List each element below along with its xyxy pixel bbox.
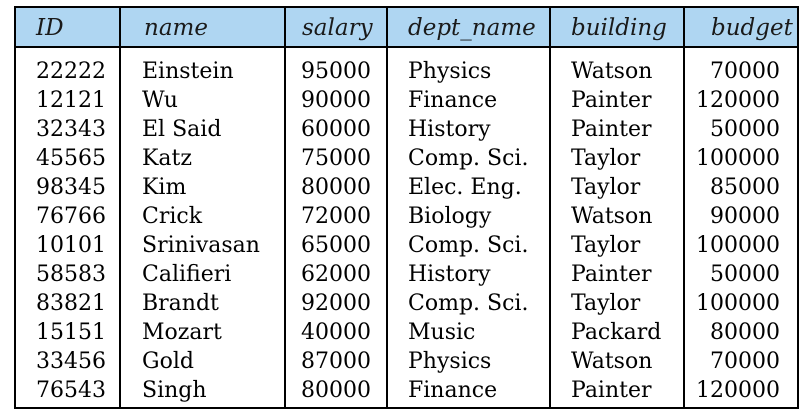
table-header: ID name salary dept_name building budget [16,8,797,48]
cell-dept-name: Comp. Sci. [408,233,529,258]
cell-budget: 70000 [710,59,780,84]
cell-salary: 87000 [301,349,371,374]
cell-id: 33456 [36,349,106,374]
column-divider [386,8,388,407]
cell-dept-name: History [408,262,491,287]
cell-salary: 80000 [301,378,371,403]
cell-building: Taylor [571,146,641,171]
column-divider [284,8,286,407]
column-divider [683,8,685,407]
cell-name: Singh [142,378,207,403]
cell-id: 12121 [36,88,106,113]
cell-salary: 90000 [301,88,371,113]
table-row: 15151 Mozart 40000 Music Packard 80000 [16,318,797,347]
cell-id: 76766 [36,204,106,229]
cell-id: 32343 [36,117,106,142]
cell-salary: 80000 [301,175,371,200]
cell-building: Painter [571,117,652,142]
cell-budget: 50000 [710,117,780,142]
table-row: 22222 Einstein 95000 Physics Watson 70000 [16,57,797,86]
cell-salary: 60000 [301,117,371,142]
table-row: 45565 Katz 75000 Comp. Sci. Taylor 100000 [16,144,797,173]
cell-salary: 62000 [301,262,371,287]
column-header-building: building [571,15,667,41]
cell-id: 98345 [36,175,106,200]
cell-budget: 90000 [710,204,780,229]
cell-id: 45565 [36,146,106,171]
cell-budget: 120000 [696,378,780,403]
cell-name: Katz [142,146,192,171]
table-row: 10101 Srinivasan 65000 Comp. Sci. Taylor 1000… [16,231,797,260]
cell-building: Taylor [571,233,641,258]
cell-building: Painter [571,88,652,113]
column-divider [119,8,121,407]
table-row: 58583 Califieri 62000 History Painter 50000 [16,260,797,289]
cell-building: Watson [571,349,653,374]
cell-building: Watson [571,204,653,229]
cell-name: El Said [142,117,222,142]
column-header-salary: salary [302,15,373,41]
column-header-id: ID [36,15,64,41]
cell-dept-name: Comp. Sci. [408,146,529,171]
column-header-budget: budget [711,15,793,41]
cell-building: Taylor [571,291,641,316]
cell-dept-name: Physics [408,349,492,374]
cell-dept-name: Finance [408,88,498,113]
cell-dept-name: Elec. Eng. [408,175,522,200]
cell-salary: 65000 [301,233,371,258]
cell-name: Kim [142,175,187,200]
cell-building: Taylor [571,175,641,200]
cell-dept-name: Music [408,320,476,345]
cell-dept-name: Comp. Sci. [408,291,529,316]
cell-dept-name: Finance [408,378,498,403]
cell-building: Painter [571,378,652,403]
table-row: 98345 Kim 80000 Elec. Eng. Taylor 85000 [16,173,797,202]
cell-salary: 92000 [301,291,371,316]
cell-name: Brandt [142,291,219,316]
cell-id: 58583 [36,262,106,287]
cell-budget: 70000 [710,349,780,374]
cell-id: 22222 [36,59,106,84]
cell-building: Packard [571,320,662,345]
cell-dept-name: Biology [408,204,492,229]
cell-budget: 120000 [696,88,780,113]
cell-budget: 85000 [710,175,780,200]
cell-id: 83821 [36,291,106,316]
cell-budget: 100000 [696,291,780,316]
column-header-dept-name: dept_name [408,15,536,41]
cell-id: 76543 [36,378,106,403]
column-divider [549,8,551,407]
cell-name: Califieri [142,262,232,287]
cell-name: Crick [142,204,203,229]
table-row: 32343 El Said 60000 History Painter 50000 [16,115,797,144]
table-row: 83821 Brandt 92000 Comp. Sci. Taylor 100000 [16,289,797,318]
instructor-department-table: ID name salary dept_name building budget… [14,6,799,409]
cell-salary: 75000 [301,146,371,171]
cell-salary: 95000 [301,59,371,84]
cell-id: 10101 [36,233,106,258]
cell-name: Einstein [142,59,234,84]
cell-dept-name: Physics [408,59,492,84]
cell-salary: 72000 [301,204,371,229]
cell-id: 15151 [36,320,106,345]
cell-name: Wu [142,88,178,113]
column-header-name: name [144,15,208,41]
table-row: 12121 Wu 90000 Finance Painter 120000 [16,86,797,115]
cell-budget: 80000 [710,320,780,345]
cell-name: Mozart [142,320,222,345]
cell-budget: 100000 [696,233,780,258]
cell-dept-name: History [408,117,491,142]
cell-budget: 50000 [710,262,780,287]
cell-salary: 40000 [301,320,371,345]
table-row: 76766 Crick 72000 Biology Watson 90000 [16,202,797,231]
cell-budget: 100000 [696,146,780,171]
table-row: 33456 Gold 87000 Physics Watson 70000 [16,347,797,376]
cell-name: Srinivasan [142,233,260,258]
table-row: 76543 Singh 80000 Finance Painter 120000 [16,376,797,405]
cell-building: Painter [571,262,652,287]
cell-name: Gold [142,349,194,374]
cell-building: Watson [571,59,653,84]
